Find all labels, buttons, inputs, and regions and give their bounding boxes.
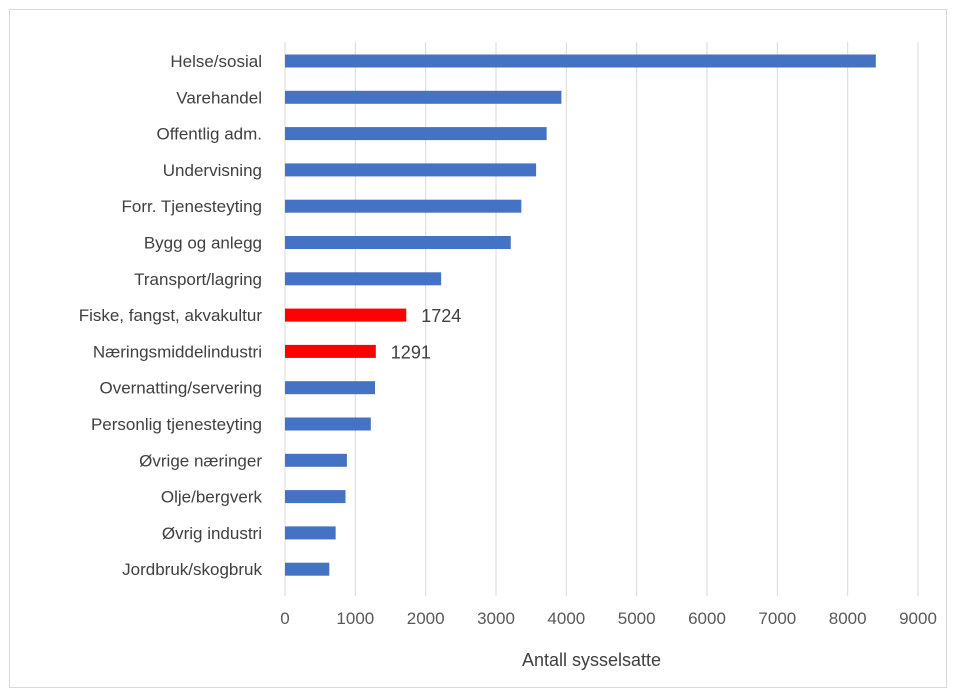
x-tick-label: 6000 (688, 609, 726, 628)
category-label: Øvrig industri (162, 524, 262, 543)
category-label: Varehandel (176, 88, 262, 107)
category-label: Bygg og anlegg (144, 234, 262, 253)
x-tick-label: 7000 (758, 609, 796, 628)
x-tick-label: 4000 (547, 609, 585, 628)
bar (285, 127, 547, 141)
data-label: 1291 (391, 342, 431, 362)
category-label: Jordbruk/skogbruk (122, 560, 262, 579)
x-tick-label: 8000 (829, 609, 867, 628)
category-label: Forr. Tjenesteyting (122, 197, 262, 216)
bar (285, 381, 376, 395)
category-label: Overnatting/servering (99, 379, 262, 398)
category-label: Øvrige næringer (139, 451, 262, 470)
bar (285, 562, 330, 576)
category-label: Transport/lagring (134, 270, 262, 289)
category-label: Næringsmiddelindustri (93, 342, 262, 361)
x-tick-labels: 0 1000 2000 3000 4000 5000 6000 7000 8000 9000 (280, 609, 937, 628)
category-label: Undervisning (163, 161, 262, 180)
category-labels: Helse/sosial Varehandel Offentlig adm. Unde… (79, 52, 263, 579)
bar (285, 199, 522, 213)
x-tick-label: 0 (280, 609, 289, 628)
x-axis-title: Antall sysselsatte (522, 650, 661, 670)
category-label: Offentlig adm. (156, 125, 262, 144)
category-label: Helse/sosial (170, 52, 262, 71)
bar (285, 54, 876, 68)
bar (285, 490, 346, 504)
category-label: Olje/bergverk (161, 488, 263, 507)
bars (285, 54, 876, 576)
bar (285, 453, 347, 467)
bar (285, 344, 376, 358)
bar (285, 308, 407, 322)
x-tick-label: 5000 (618, 609, 656, 628)
bar (285, 90, 562, 104)
x-tick-label: 3000 (477, 609, 515, 628)
x-tick-label: 2000 (407, 609, 445, 628)
category-label: Fiske, fangst, akvakultur (79, 306, 263, 325)
bar (285, 417, 371, 431)
bar (285, 236, 511, 249)
bar (285, 272, 442, 286)
bar (285, 163, 537, 177)
x-tick-label: 1000 (336, 609, 374, 628)
data-labels: 1724 1291 (391, 306, 462, 362)
bar (285, 526, 336, 540)
category-label: Personlig tjenesteyting (91, 415, 262, 434)
x-tick-label: 9000 (899, 609, 937, 628)
data-label: 1724 (421, 306, 461, 326)
chart-frame (9, 9, 947, 688)
